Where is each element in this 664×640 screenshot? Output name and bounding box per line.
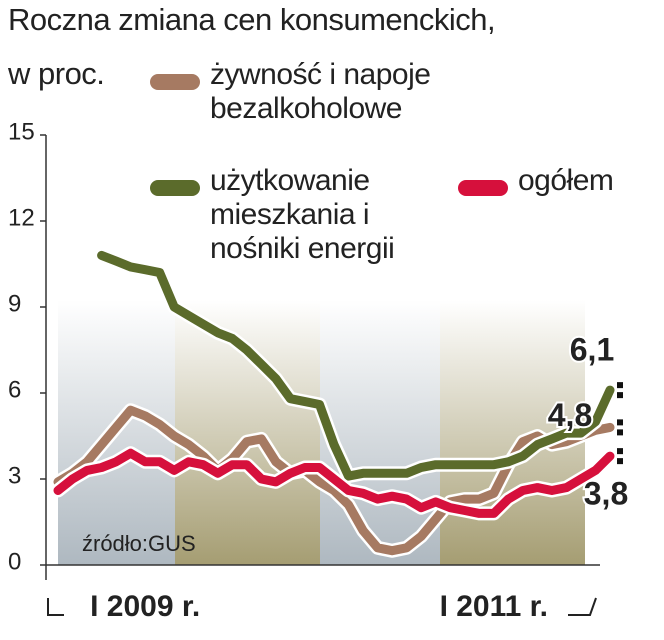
data-label: 4,8 (548, 397, 592, 433)
data-label: 6,1 (570, 332, 614, 368)
legend-swatch (458, 180, 508, 196)
source: źródło:GUS (82, 531, 196, 556)
y-label: w proc. (7, 56, 104, 91)
y-tick-label: 15 (8, 118, 35, 145)
x-tick-label: I 2011 r. (440, 590, 548, 623)
y-tick-label: 6 (8, 376, 21, 403)
legend-entry: ogółem (518, 164, 614, 197)
band (320, 300, 440, 565)
line (53, 405, 615, 556)
y-tick-label: 9 (8, 290, 21, 317)
chart-title: Roczna zmiana cen konsumenckich, (8, 2, 495, 37)
y-tick-label: 12 (8, 204, 35, 231)
legend-entry: żywność i napoje bezalkoholowe (210, 58, 431, 125)
legend-entry: użytkowanie mieszkania i nośniki energii (210, 164, 395, 265)
bracket (47, 598, 64, 616)
bracket (568, 597, 597, 616)
x-tick-label: I 2009 r. (90, 590, 200, 623)
line (53, 448, 615, 518)
data-label: 3,8 (584, 476, 628, 512)
legend-swatch (150, 180, 200, 196)
legend-swatch (150, 74, 200, 90)
y-tick-label: 3 (8, 462, 21, 489)
y-tick-label: 0 (8, 548, 21, 575)
band (175, 300, 320, 565)
line (97, 250, 615, 481)
